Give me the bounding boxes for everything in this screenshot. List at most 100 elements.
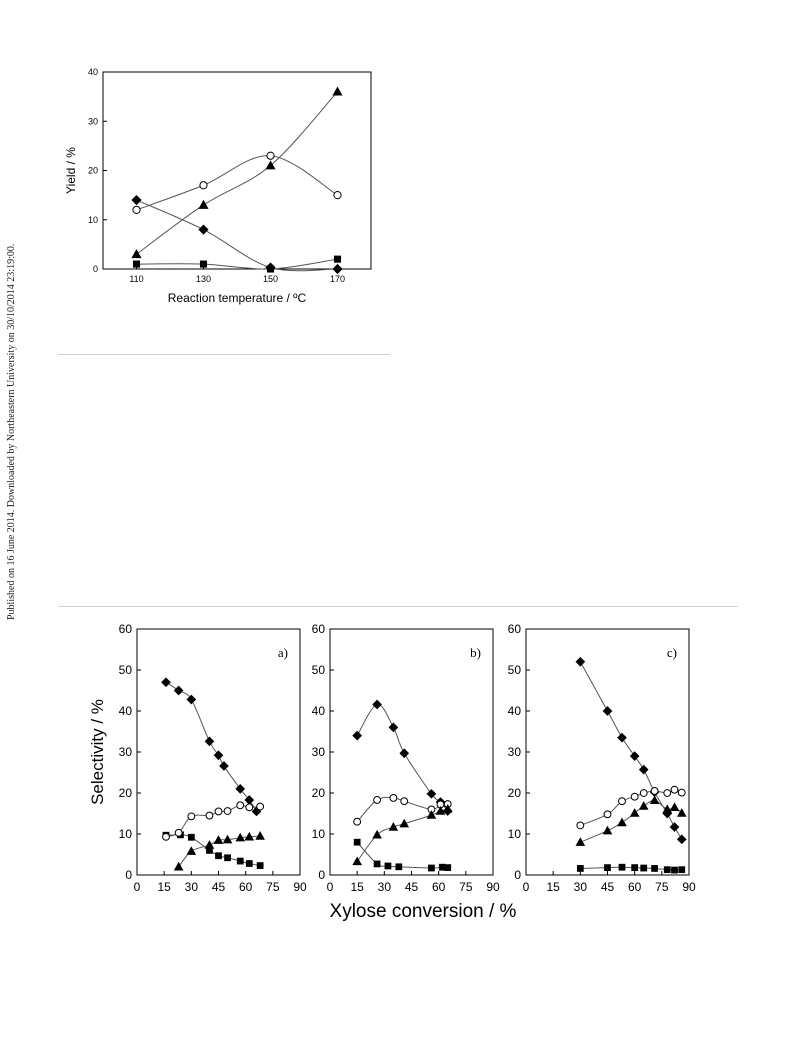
x-tick-label: 0 (523, 880, 530, 894)
diamond-marker (198, 224, 209, 235)
x-tick-label: 110 (129, 274, 143, 284)
circle-marker (132, 205, 141, 215)
x-tick-label: 75 (266, 880, 280, 894)
diamond-marker (399, 748, 410, 759)
triangle-marker (649, 795, 660, 805)
triangle-marker (575, 837, 586, 846)
y-tick-label: 10 (312, 827, 326, 841)
circle-marker (603, 810, 612, 819)
triangle-marker (435, 806, 446, 815)
x-tick-label: 130 (196, 274, 211, 284)
triangle-marker (198, 199, 209, 209)
plot-frame (102, 71, 372, 270)
triangle-marker (235, 832, 246, 842)
diamond-marker (235, 784, 246, 794)
triangle-marker (204, 840, 215, 849)
diamond-marker (629, 751, 640, 761)
x-tick-label: 45 (212, 880, 226, 894)
square-marker (384, 862, 392, 870)
fit-curve (136, 155, 338, 211)
triangle-marker (222, 834, 233, 844)
square-marker (671, 866, 678, 874)
y-axis-label: Yield / % (64, 147, 78, 194)
circle-marker (677, 788, 686, 797)
y-tick-label: 40 (88, 67, 98, 77)
y-tick-label: 20 (119, 786, 133, 800)
y-tick-label: 30 (312, 745, 326, 759)
y-tick-label: 10 (119, 827, 133, 841)
plot-frame (525, 628, 690, 876)
y-tick-label: 30 (119, 745, 133, 759)
y-tick-label: 0 (514, 868, 521, 882)
diamond-marker (638, 764, 649, 775)
circle-marker (223, 807, 232, 815)
x-tick-label: 15 (350, 880, 364, 894)
triangle-marker (442, 804, 453, 813)
square-marker (236, 857, 244, 865)
y-tick-label: 60 (508, 622, 522, 636)
x-axis-label: Reaction temperature / ºC (168, 291, 307, 305)
fit-curve (356, 841, 448, 869)
square-marker (373, 860, 381, 868)
y-tick-label: 30 (508, 745, 522, 759)
panel-label: c) (667, 645, 677, 660)
square-marker (663, 866, 671, 874)
circle-marker (199, 181, 208, 190)
square-marker (199, 260, 208, 268)
x-tick-label: 45 (601, 880, 615, 894)
x-tick-label: 75 (655, 880, 669, 894)
diamond-marker (186, 694, 197, 705)
circle-marker (256, 802, 265, 811)
circle-marker (266, 151, 275, 160)
square-marker (187, 833, 195, 841)
square-marker (395, 863, 403, 871)
triangle-marker (602, 825, 613, 835)
y-tick-label: 0 (93, 264, 98, 274)
triangle-marker (617, 817, 627, 827)
x-tick-label: 30 (574, 880, 588, 894)
y-tick-label: 50 (312, 663, 326, 677)
shared-x-axis-label: Xylose conversion / % (330, 901, 517, 922)
y-tick-label: 20 (508, 786, 522, 800)
square-marker (224, 854, 231, 862)
circle-marker (618, 797, 626, 806)
square-marker (245, 860, 253, 867)
y-tick-label: 40 (119, 704, 133, 718)
diamond-marker (131, 194, 142, 206)
diamond-marker (669, 822, 680, 832)
triangle-marker (388, 822, 399, 831)
x-tick-label: 90 (486, 880, 500, 894)
square-marker (640, 864, 648, 872)
square-marker (132, 260, 141, 268)
triangle-marker (676, 808, 687, 817)
square-marker (604, 864, 611, 871)
x-tick-label: 60 (432, 880, 446, 894)
circle-marker (333, 191, 342, 200)
triangle-marker (186, 846, 197, 855)
square-marker (215, 852, 222, 860)
diamond-marker (426, 788, 437, 799)
circle-marker (353, 817, 362, 826)
diamond-marker (219, 761, 229, 771)
diamond-marker (372, 699, 382, 710)
diamond-marker (173, 685, 184, 696)
panel-label: a) (278, 645, 288, 660)
circle-marker (400, 797, 409, 806)
y-tick-label: 20 (88, 166, 98, 176)
x-tick-label: 170 (330, 274, 345, 284)
square-marker (651, 865, 658, 872)
square-marker (428, 864, 435, 872)
y-tick-label: 40 (312, 704, 326, 718)
x-tick-label: 15 (157, 880, 171, 894)
diamond-marker (213, 750, 224, 761)
x-tick-label: 60 (628, 880, 642, 894)
x-tick-label: 30 (378, 880, 392, 894)
triangle-marker (255, 831, 265, 840)
y-tick-label: 30 (88, 116, 98, 126)
x-tick-label: 90 (682, 880, 696, 894)
circle-marker (373, 796, 382, 804)
y-axis-label: Selectivity / % (88, 699, 107, 805)
square-marker (618, 863, 626, 871)
section-divider (58, 354, 390, 355)
